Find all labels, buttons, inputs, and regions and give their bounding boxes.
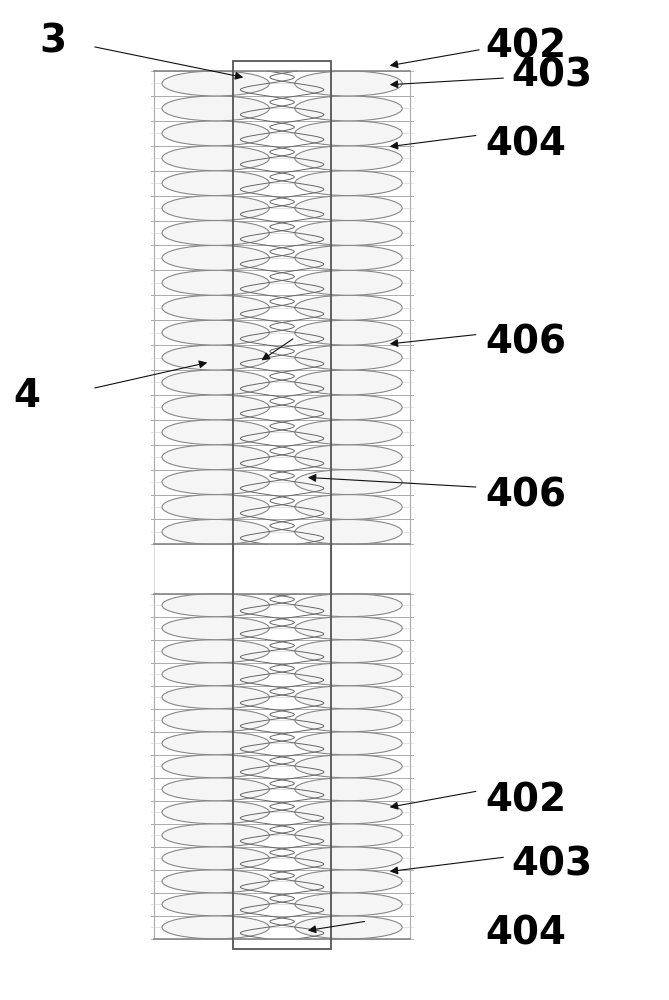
Ellipse shape — [162, 171, 270, 196]
Ellipse shape — [295, 71, 402, 96]
Ellipse shape — [295, 171, 402, 196]
Ellipse shape — [162, 870, 270, 893]
Ellipse shape — [162, 395, 270, 420]
Text: 3: 3 — [39, 22, 67, 60]
Ellipse shape — [295, 121, 402, 146]
Ellipse shape — [162, 686, 270, 709]
Ellipse shape — [295, 96, 402, 121]
Ellipse shape — [295, 640, 402, 663]
Ellipse shape — [162, 824, 270, 847]
Ellipse shape — [162, 345, 270, 370]
Ellipse shape — [295, 270, 402, 295]
Text: 404: 404 — [485, 915, 566, 953]
Ellipse shape — [162, 495, 270, 519]
Ellipse shape — [295, 778, 402, 801]
Ellipse shape — [295, 847, 402, 870]
Ellipse shape — [295, 320, 402, 345]
Ellipse shape — [162, 893, 270, 916]
Ellipse shape — [295, 495, 402, 519]
Ellipse shape — [162, 71, 270, 96]
Ellipse shape — [295, 245, 402, 270]
Ellipse shape — [295, 663, 402, 686]
Ellipse shape — [162, 916, 270, 939]
Ellipse shape — [295, 470, 402, 495]
Ellipse shape — [295, 420, 402, 445]
Ellipse shape — [295, 824, 402, 847]
Text: 403: 403 — [511, 846, 593, 884]
Ellipse shape — [162, 196, 270, 221]
Ellipse shape — [295, 893, 402, 916]
Ellipse shape — [162, 370, 270, 395]
Ellipse shape — [295, 801, 402, 824]
Ellipse shape — [162, 270, 270, 295]
Ellipse shape — [295, 445, 402, 470]
Ellipse shape — [295, 395, 402, 420]
Ellipse shape — [295, 370, 402, 395]
Text: 4: 4 — [13, 377, 41, 415]
Ellipse shape — [162, 847, 270, 870]
Ellipse shape — [295, 617, 402, 640]
Ellipse shape — [162, 96, 270, 121]
Ellipse shape — [162, 755, 270, 778]
Ellipse shape — [162, 663, 270, 686]
Ellipse shape — [295, 345, 402, 370]
Ellipse shape — [295, 295, 402, 320]
Text: 406: 406 — [485, 476, 566, 514]
Ellipse shape — [162, 295, 270, 320]
Ellipse shape — [295, 146, 402, 171]
Ellipse shape — [162, 709, 270, 732]
Ellipse shape — [295, 732, 402, 755]
Ellipse shape — [295, 870, 402, 893]
Ellipse shape — [162, 146, 270, 171]
Bar — [233, 61, 331, 949]
Ellipse shape — [295, 755, 402, 778]
Text: 404: 404 — [485, 126, 566, 164]
Ellipse shape — [295, 594, 402, 617]
Ellipse shape — [295, 519, 402, 544]
Ellipse shape — [162, 221, 270, 245]
Ellipse shape — [162, 121, 270, 146]
Ellipse shape — [162, 617, 270, 640]
Ellipse shape — [162, 519, 270, 544]
Ellipse shape — [162, 420, 270, 445]
Ellipse shape — [295, 709, 402, 732]
Ellipse shape — [295, 686, 402, 709]
Ellipse shape — [162, 778, 270, 801]
Ellipse shape — [162, 594, 270, 617]
Text: 402: 402 — [485, 782, 566, 820]
Ellipse shape — [162, 320, 270, 345]
Ellipse shape — [162, 801, 270, 824]
Ellipse shape — [162, 445, 270, 470]
Ellipse shape — [162, 732, 270, 755]
Ellipse shape — [295, 221, 402, 245]
Text: 402: 402 — [485, 27, 566, 65]
Ellipse shape — [162, 245, 270, 270]
Ellipse shape — [162, 470, 270, 495]
Text: 406: 406 — [485, 323, 566, 361]
Text: 403: 403 — [511, 57, 593, 95]
Ellipse shape — [295, 196, 402, 221]
Ellipse shape — [162, 640, 270, 663]
Ellipse shape — [295, 916, 402, 939]
